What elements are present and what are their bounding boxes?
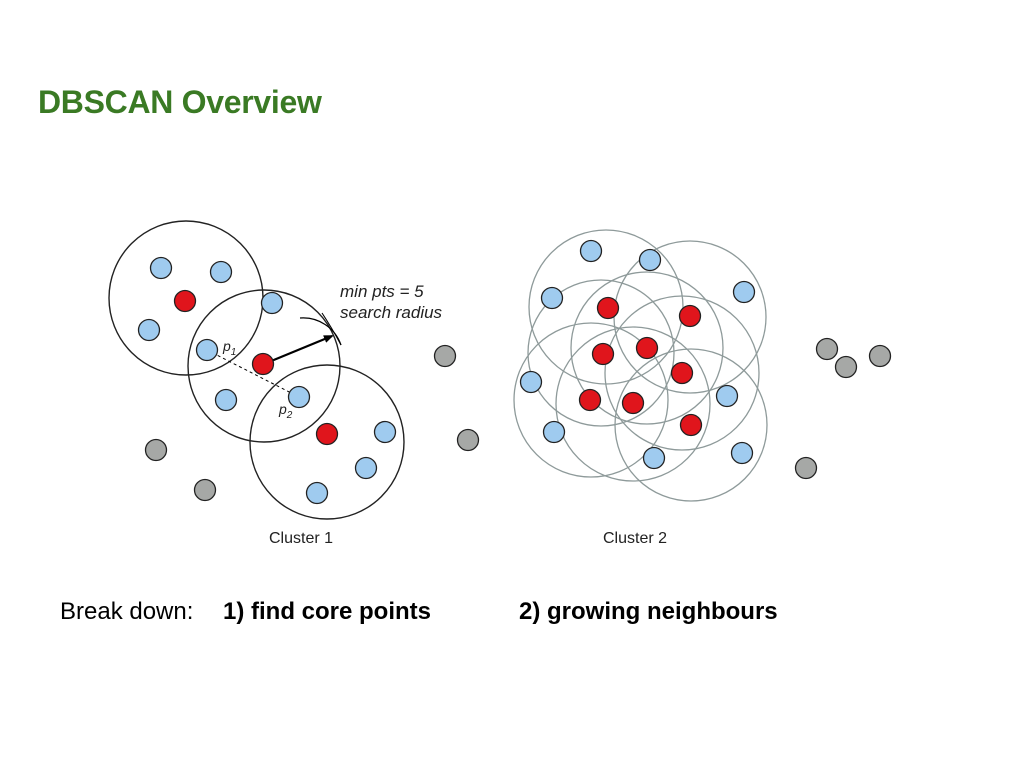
border-point-2 [209, 260, 233, 284]
slide-title: DBSCAN Overview [38, 84, 322, 120]
core-point-5 [678, 304, 702, 328]
border-point-1 [149, 256, 173, 280]
noise-point-3 [144, 438, 168, 462]
border-point-8 [373, 420, 397, 444]
border-point-16 [715, 384, 739, 408]
step-2-growing-neighbours: 2) growing neighbours [519, 598, 778, 625]
core-point-7 [591, 342, 615, 366]
border-point-15 [519, 370, 543, 394]
core-point-3 [315, 422, 339, 446]
core-point-2 [251, 352, 275, 376]
p1-p2-dashed-link [206, 349, 300, 398]
step-1-find-core-points: 1) find core points [223, 598, 432, 625]
cluster2-neighbourhood-circle-3 [570, 271, 724, 425]
border-point-6 [214, 388, 238, 412]
p1-label: p1 [222, 338, 236, 358]
breakdown-label: Break down: [60, 598, 194, 625]
cluster2-neighbourhood-circle-7 [555, 326, 711, 482]
cluster-1-label: Cluster 1 [269, 530, 333, 547]
noise-point-1 [433, 344, 457, 368]
border-point-3 [137, 318, 161, 342]
border-point-10 [305, 481, 329, 505]
border-point-14 [732, 280, 756, 304]
search-radius-label: search radius [340, 303, 443, 322]
noise-point-6 [834, 355, 858, 379]
cluster2-neighbourhood-circle-8 [614, 348, 768, 502]
min-pts-label: min pts = 5 [340, 282, 424, 301]
border-point-13 [540, 286, 564, 310]
noise-point-7 [868, 344, 892, 368]
noise-point-2 [456, 428, 480, 452]
noise-point-8 [794, 456, 818, 480]
border-point-4 [260, 291, 284, 315]
core-point-1 [173, 289, 197, 313]
core-point-11 [679, 413, 703, 437]
border-point-9 [354, 456, 378, 480]
search-radius-leader [321, 312, 342, 346]
border-point-11 [579, 239, 603, 263]
cluster1-neighbourhood-circle-3 [249, 364, 405, 520]
cluster-2-label: Cluster 2 [603, 530, 667, 547]
border-point-19 [730, 441, 754, 465]
border-point-5 [195, 338, 219, 362]
noise-point-5 [815, 337, 839, 361]
cluster2-neighbourhood-circle-4 [604, 295, 760, 451]
core-point-8 [670, 361, 694, 385]
noise-point-4 [193, 478, 217, 502]
core-point-9 [578, 388, 602, 412]
core-point-4 [596, 296, 620, 320]
core-point-10 [621, 391, 645, 415]
cluster2-neighbourhood-circle-5 [527, 279, 675, 427]
search-radius-arrow [263, 334, 334, 366]
border-point-17 [542, 420, 566, 444]
border-point-18 [642, 446, 666, 470]
border-point-12 [638, 248, 662, 272]
cluster2-neighbourhood-circle-6 [513, 322, 669, 478]
border-point-7 [287, 385, 311, 409]
core-point-6 [635, 336, 659, 360]
